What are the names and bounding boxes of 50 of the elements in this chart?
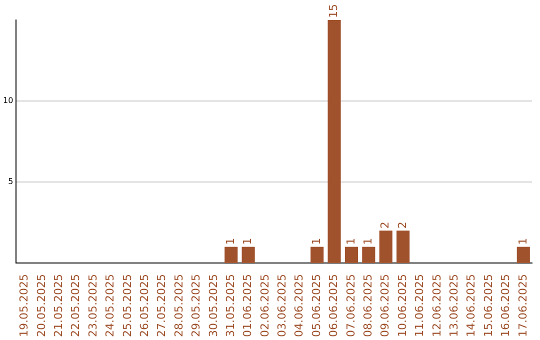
data-label: 1	[224, 238, 237, 245]
x-tick-label: 06.06.2025	[327, 274, 340, 338]
bar	[224, 246, 238, 264]
x-tick-label: 08.06.2025	[362, 274, 375, 338]
x-tick-label: 14.06.2025	[464, 274, 478, 338]
data-label: 2	[378, 222, 392, 229]
bar	[396, 230, 410, 264]
x-tick-label: 04.06.2025	[292, 274, 306, 338]
x-tick-label: 05.06.2025	[310, 274, 323, 338]
x-tick-label: 09.06.2025	[378, 274, 392, 338]
x-tick-label: 23.05.2025	[86, 274, 100, 338]
bar	[362, 246, 376, 264]
x-tick-label: 28.05.2025	[172, 274, 186, 338]
bar	[328, 20, 341, 264]
x-tick-label: 25.05.2025	[120, 274, 134, 338]
x-tick-label: 17.06.2025	[516, 274, 530, 338]
data-label: 15	[327, 4, 340, 18]
bar	[310, 246, 324, 264]
x-tick-label: 31.05.2025	[224, 274, 237, 338]
x-tick-label: 22.05.2025	[69, 274, 82, 338]
data-label: 1	[344, 238, 358, 245]
data-label: 2	[396, 222, 409, 229]
bar	[344, 246, 358, 264]
x-tick-label: 10.06.2025	[396, 274, 409, 338]
y-tick-label: 10	[2, 96, 14, 106]
x-tick-label: 27.05.2025	[155, 274, 168, 338]
bar	[516, 246, 530, 264]
data-label: 1	[310, 238, 323, 245]
y-tick-label: 5	[8, 177, 14, 186]
x-tick-label: 29.05.2025	[190, 274, 203, 338]
x-tick-label: 20.05.2025	[34, 274, 48, 338]
bar	[379, 230, 392, 264]
x-tick-label: 01.06.2025	[241, 274, 254, 338]
x-tick-label: 13.06.2025	[447, 274, 460, 338]
data-label: 1	[241, 238, 254, 245]
x-tick-label: 21.05.2025	[52, 274, 66, 338]
x-tick-label: 30.05.2025	[206, 274, 220, 338]
x-tick-label: 24.05.2025	[104, 274, 117, 338]
bar	[242, 246, 255, 264]
x-tick-label: 19.05.2025	[18, 274, 31, 338]
x-tick-label: 16.06.2025	[499, 274, 512, 338]
x-tick-label: 11.06.2025	[413, 274, 426, 338]
data-label: 1	[516, 238, 530, 245]
x-tick-label: 15.06.2025	[482, 274, 495, 338]
x-tick-label: 07.06.2025	[344, 274, 358, 338]
x-tick-label: 12.06.2025	[430, 274, 444, 338]
data-label: 1	[362, 238, 375, 245]
x-tick-label: 02.06.2025	[258, 274, 272, 338]
x-tick-label: 26.05.2025	[138, 274, 151, 338]
x-tick-label: 03.06.2025	[276, 274, 289, 338]
